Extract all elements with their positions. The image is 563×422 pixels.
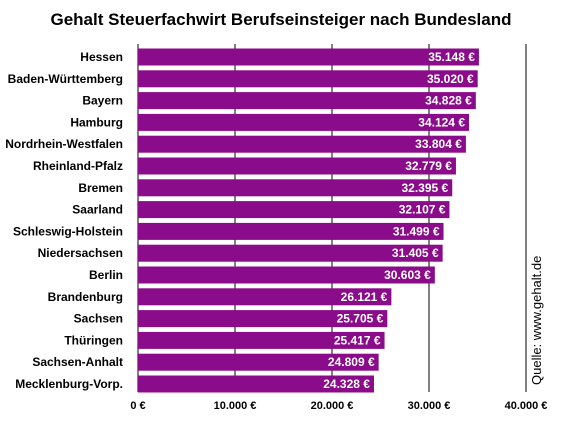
value-label: 30.603 € — [384, 268, 431, 282]
bar — [138, 92, 476, 110]
bar — [138, 113, 470, 131]
bars — [138, 48, 479, 393]
bar — [138, 353, 379, 371]
category-label: Bremen — [78, 181, 123, 195]
bar — [138, 48, 479, 66]
chart-title: Gehalt Steuerfachwirt Berufseinsteiger n… — [50, 10, 511, 29]
tick-label: 30.000 € — [408, 400, 451, 412]
value-labels: 35.148 € 35.020 € 34.828 € 34.124 € 33.804 €… — [323, 50, 475, 391]
category-label: Bayern — [82, 94, 123, 108]
bar — [138, 222, 444, 240]
category-label: Sachsen-Anhalt — [32, 355, 123, 369]
value-label: 26.121 € — [341, 290, 388, 304]
tick-label: 40.000 € — [505, 400, 548, 412]
value-label: 25.705 € — [337, 312, 384, 326]
tick-label: 10.000 € — [214, 400, 257, 412]
bar — [138, 135, 466, 153]
tick-label: 0 € — [130, 400, 145, 412]
value-label: 24.328 € — [323, 377, 370, 391]
bar — [138, 157, 456, 175]
x-axis-tick-labels: 0 € 10.000 € 20.000 € 30.000 € 40.000 € — [130, 400, 547, 412]
category-label: Berlin — [89, 268, 123, 282]
category-label: Brandenburg — [48, 290, 123, 304]
bar — [138, 288, 392, 306]
category-label: Sachsen — [74, 312, 123, 326]
category-label: Saarland — [72, 203, 123, 217]
bar — [138, 375, 374, 393]
tick-label: 20.000 € — [311, 400, 354, 412]
value-label: 32.779 € — [405, 159, 452, 173]
bar — [138, 179, 453, 197]
value-label: 24.809 € — [328, 355, 375, 369]
bar — [138, 201, 450, 219]
category-labels: Hessen Baden-Württemberg Bayern Hamburg Nord… — [5, 50, 123, 391]
value-label: 33.804 € — [415, 137, 462, 151]
category-label: Hamburg — [70, 115, 123, 129]
bar — [138, 266, 435, 284]
value-label: 34.828 € — [425, 94, 472, 108]
bar — [138, 244, 443, 262]
category-label: Mecklenburg-Vorp. — [15, 377, 123, 391]
value-label: 31.405 € — [392, 246, 439, 260]
category-label: Thüringen — [64, 333, 123, 347]
bar — [138, 70, 478, 88]
bar — [138, 331, 385, 349]
category-label: Nordrhein-Westfalen — [5, 137, 123, 151]
value-label: 32.395 € — [402, 181, 449, 195]
value-label: 35.020 € — [427, 72, 474, 86]
category-label: Baden-Württemberg — [8, 72, 123, 86]
value-label: 35.148 € — [428, 50, 475, 64]
category-label: Niedersachsen — [38, 246, 123, 260]
value-label: 31.499 € — [393, 224, 440, 238]
value-label: 25.417 € — [334, 333, 381, 347]
value-label: 32.107 € — [399, 203, 446, 217]
source-note: Quelle: www.gehalt.de — [529, 256, 544, 385]
value-label: 34.124 € — [418, 115, 465, 129]
category-label: Schleswig-Holstein — [13, 224, 123, 238]
category-label: Hessen — [80, 50, 123, 64]
category-label: Rheinland-Pfalz — [33, 159, 123, 173]
bar — [138, 310, 388, 328]
